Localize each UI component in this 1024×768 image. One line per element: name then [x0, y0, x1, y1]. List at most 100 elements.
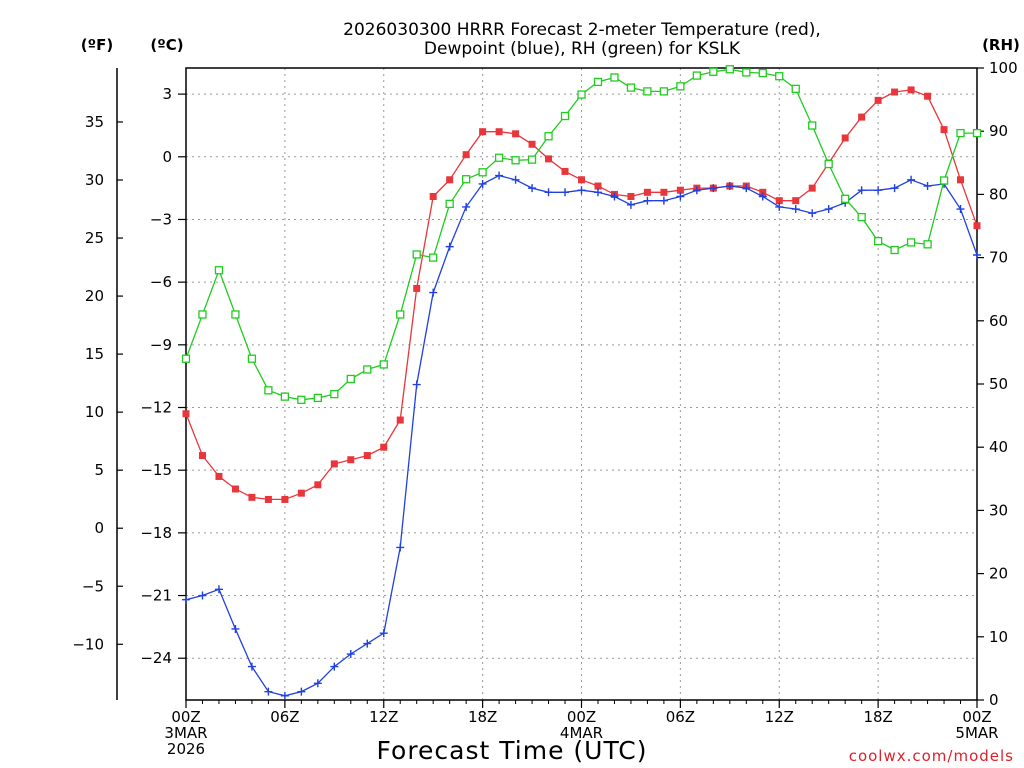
series-line: [185, 89, 978, 501]
celsius-tick-label: −24: [140, 649, 172, 667]
data-point: [363, 639, 372, 648]
celsius-unit-label: (ºC): [150, 36, 183, 54]
data-point: [890, 245, 899, 255]
data-point: [231, 485, 239, 493]
data-point: [578, 176, 585, 184]
celsius-tick-label: −18: [140, 524, 172, 542]
series-layer: [181, 65, 982, 700]
data-point: [643, 87, 652, 96]
data-point: [725, 182, 734, 191]
data-point: [346, 650, 355, 659]
data-point: [891, 88, 899, 96]
data-point: [445, 242, 454, 251]
series-2-meter-temperature: [182, 86, 981, 503]
celsius-tick-label: −6: [150, 273, 172, 291]
data-point: [594, 182, 602, 190]
data-point: [709, 184, 718, 193]
data-point: [429, 192, 437, 200]
fahrenheit-tick-label: 15: [85, 345, 104, 363]
data-point: [264, 495, 272, 503]
fahrenheit-tick-label: 5: [94, 461, 104, 479]
celsius-tick-label: −15: [140, 461, 172, 479]
data-point: [412, 250, 421, 259]
time-tick-label: 00Z: [567, 708, 596, 726]
rh-tick-label: 20: [989, 565, 1008, 583]
data-point: [380, 443, 388, 451]
data-point: [198, 591, 207, 600]
time-tick-label: 12Z: [369, 708, 398, 726]
data-point: [247, 662, 256, 671]
data-point: [923, 182, 932, 191]
data-point: [643, 188, 651, 196]
chart-title-line2: Dewpoint (blue), RH (green) for KSLK: [424, 39, 741, 59]
data-point: [956, 205, 965, 214]
celsius-tick-label: −12: [140, 399, 172, 417]
x-axis-label: Forecast Time (UTC): [377, 736, 648, 765]
data-point: [495, 128, 503, 136]
data-point: [214, 266, 224, 275]
data-point: [297, 687, 306, 696]
fahrenheit-unit-label: (ºF): [81, 36, 113, 54]
data-point: [561, 167, 569, 175]
data-point: [808, 121, 817, 130]
grid-lines: [186, 68, 977, 700]
chart-title-line1: 2026030300 HRRR Forecast 2-meter Tempera…: [343, 20, 821, 40]
data-point: [775, 72, 784, 81]
data-point: [313, 393, 322, 403]
celsius-tick-label: −9: [150, 336, 172, 354]
time-tick-label: 06Z: [666, 708, 695, 726]
data-point: [709, 67, 718, 76]
data-point: [593, 188, 602, 197]
data-point: [660, 188, 668, 196]
rh-tick-label: 100: [989, 59, 1018, 77]
time-tick-label: 3MAR: [164, 724, 207, 742]
time-tick-label: 06Z: [270, 708, 299, 726]
data-point: [527, 155, 537, 164]
data-point: [923, 240, 932, 249]
data-point: [791, 205, 800, 214]
data-point: [511, 156, 520, 165]
data-point: [248, 493, 256, 501]
data-point: [330, 662, 339, 671]
data-point: [330, 460, 338, 468]
data-point: [841, 134, 849, 142]
data-point: [363, 365, 372, 374]
data-point: [314, 481, 322, 489]
data-point: [610, 192, 619, 201]
data-point: [957, 176, 965, 184]
data-point: [924, 92, 932, 100]
data-point: [857, 213, 866, 222]
data-point: [512, 130, 520, 138]
data-point: [495, 171, 504, 180]
data-point: [824, 205, 833, 214]
rh-tick-label: 30: [989, 501, 1008, 519]
data-point: [330, 389, 339, 399]
time-tick-label: 4MAR: [560, 724, 603, 742]
data-point: [808, 209, 817, 218]
data-point: [593, 77, 603, 87]
time-tick-label: 2026: [167, 740, 205, 758]
data-point: [461, 175, 471, 184]
celsius-tick-label: 0: [162, 148, 172, 166]
data-point: [346, 374, 355, 384]
data-point: [759, 188, 767, 196]
data-point: [264, 687, 273, 696]
time-tick-label: 00Z: [962, 708, 991, 726]
data-point: [297, 489, 305, 497]
time-tick-label: 12Z: [765, 708, 794, 726]
plot-area-frame: [185, 67, 978, 701]
data-point: [462, 151, 470, 159]
data-point: [215, 472, 223, 480]
data-point: [214, 585, 223, 594]
data-point: [478, 179, 487, 188]
time-tick-label: 18Z: [468, 708, 497, 726]
data-point: [858, 113, 866, 121]
data-point: [956, 128, 965, 138]
data-point: [231, 310, 240, 319]
fahrenheit-tick-label: −10: [72, 635, 104, 653]
data-point: [182, 595, 190, 604]
time-tick-label: 18Z: [863, 708, 892, 726]
fahrenheit-tick-label: 25: [85, 229, 104, 247]
time-tick-label: 00Z: [171, 708, 200, 726]
